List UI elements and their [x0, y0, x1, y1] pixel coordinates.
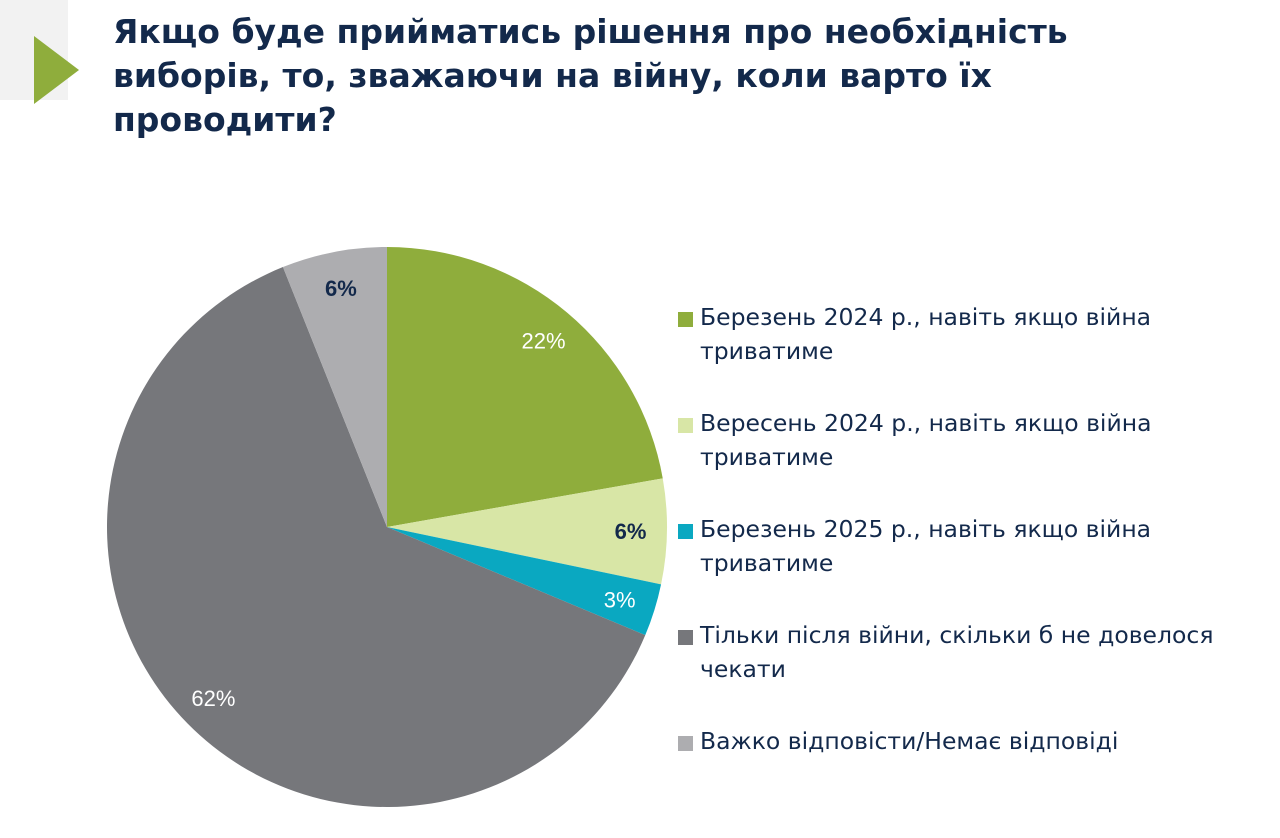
- legend-label: Березень 2025 р., навіть якщо війна трив…: [700, 515, 1152, 577]
- slice-value-label: 6%: [325, 276, 357, 301]
- accent-triangle-icon: [34, 36, 79, 104]
- legend-label: Важко відповісти/Немає відповіді: [700, 727, 1119, 755]
- legend-item: Березень 2025 р., навіть якщо війна трив…: [678, 512, 1278, 618]
- pie-slice: [387, 527, 662, 636]
- decorative-triangles: [0, 0, 79, 104]
- legend-swatch: [678, 736, 693, 751]
- pie-slice: [387, 478, 667, 585]
- legend-label: Березень 2024 р., навіть якщо війна трив…: [700, 303, 1152, 365]
- legend-label: Тільки після війни, скільки б не довелос…: [700, 621, 1214, 683]
- slice-value-label: 3%: [604, 587, 636, 612]
- pie-slice: [282, 247, 387, 527]
- slice-value-label: 6%: [615, 519, 647, 544]
- slice-value-label: 62%: [191, 686, 235, 711]
- legend-item: Вересень 2024 р., навіть якщо війна трив…: [678, 406, 1278, 512]
- legend-swatch: [678, 630, 693, 645]
- legend-label: Вересень 2024 р., навіть якщо війна трив…: [700, 409, 1152, 471]
- legend-item: Березень 2024 р., навіть якщо війна трив…: [678, 300, 1278, 406]
- legend-item: Важко відповісти/Немає відповіді: [678, 724, 1278, 830]
- pie-slice: [387, 247, 663, 527]
- legend: Березень 2024 р., навіть якщо війна трив…: [678, 300, 1278, 830]
- legend-item: Тільки після війни, скільки б не довелос…: [678, 618, 1278, 724]
- chart-title: Якщо буде прийматись рішення про необхід…: [113, 12, 1068, 139]
- legend-swatch: [678, 524, 693, 539]
- pie-slice: [107, 267, 646, 808]
- legend-swatch: [678, 418, 693, 433]
- slice-value-label: 22%: [522, 328, 566, 353]
- legend-swatch: [678, 312, 693, 327]
